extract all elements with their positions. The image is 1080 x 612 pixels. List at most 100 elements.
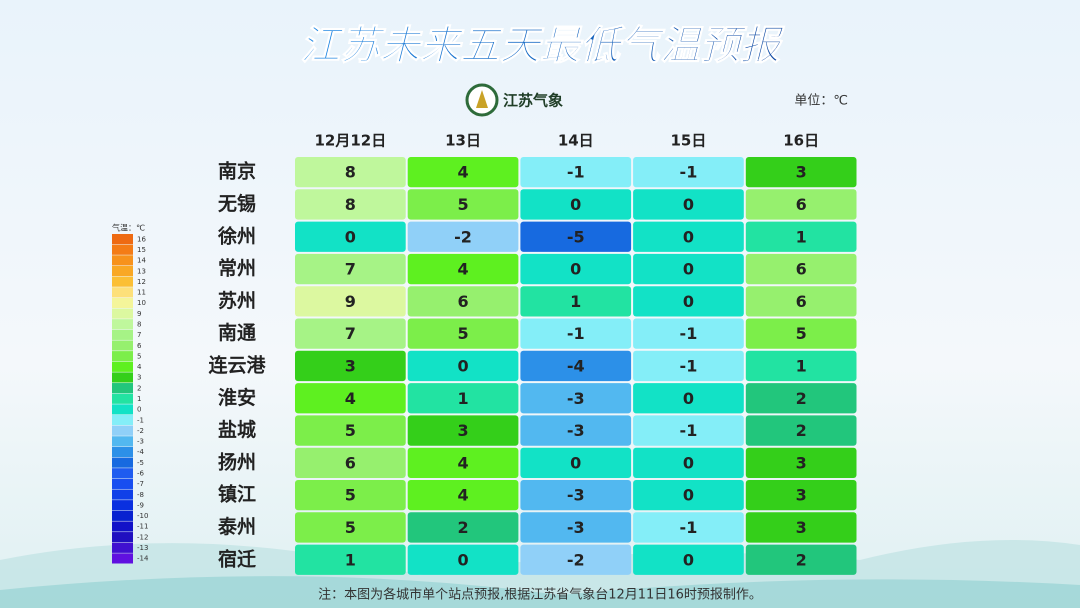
cell-label: 5 [345,486,356,505]
legend-label: 3 [137,374,141,382]
cell [745,383,857,414]
legend-swatch [112,532,133,543]
legend-label: -8 [137,491,144,499]
cell [520,447,632,478]
cell-label: 2 [796,550,807,569]
cell [745,286,857,317]
cell-label: 4 [457,260,468,279]
cell [407,253,519,285]
cell [407,383,519,414]
cell-label: 0 [570,453,581,472]
cell-label: 7 [345,324,356,343]
legend-swatch [112,297,133,309]
legend-label: -4 [137,448,145,456]
cell [520,221,632,252]
cell-label: -4 [567,356,585,375]
column-header: 12月12日 [314,132,386,150]
cell [295,286,406,317]
cell-label: 0 [683,389,694,408]
legend-swatch [112,404,133,415]
cell-label: 0 [683,260,694,279]
cell-label: -3 [567,486,585,505]
cell-label: -1 [567,324,585,343]
cell-label: 4 [457,163,468,182]
cell [745,415,857,446]
cell [295,447,406,478]
cell [295,480,406,511]
cell-label: -2 [567,550,585,569]
cell-label: 3 [345,356,356,375]
cell [633,189,744,220]
row-label: 扬州 [218,450,256,473]
legend-label: 5 [137,352,141,360]
cell [633,221,744,252]
legend-swatch [112,478,133,489]
legend-swatch [112,414,133,426]
legend-swatch [112,393,133,404]
legend-label: 13 [137,267,146,275]
legend-label: 4 [137,363,142,371]
cell [633,447,744,478]
legend-swatch [112,255,133,266]
cell [745,157,857,188]
legend-label: -3 [137,438,144,446]
legend-label: 6 [137,342,142,350]
legend-label: 9 [137,310,141,318]
legend-label: -5 [137,459,144,467]
cell-label: 1 [796,227,807,246]
column-header: 16日 [783,132,819,150]
legend-swatch [112,446,133,458]
cell-label: 0 [457,550,468,569]
row-label: 徐州 [217,224,256,247]
cell [295,415,406,446]
legend-swatch [112,510,133,521]
legend-label: 15 [137,246,146,254]
cell [633,157,744,188]
legend-label: 7 [137,331,141,339]
legend-swatch [112,489,133,500]
legend-swatch [112,468,133,479]
cell-label: 0 [457,356,468,375]
cell-label: 0 [683,486,694,505]
legend-label: -12 [137,533,148,541]
legend-swatch [112,372,133,383]
legend-swatch [112,265,133,277]
legend-swatch [112,308,133,319]
cell [633,350,744,382]
cell-label: -1 [680,163,698,182]
hills [0,576,1080,608]
cell-label: 0 [683,292,694,311]
cell-label: 6 [796,292,807,311]
cell-label: 0 [683,550,694,569]
cell [745,350,857,382]
cell [520,383,632,414]
cell-label: 4 [345,389,356,408]
cell [745,253,857,285]
cell-label: -2 [454,227,472,246]
legend-label: -6 [137,470,145,478]
cell [295,383,406,414]
row-label: 连云港 [208,353,266,376]
source: 江苏气象 [503,92,563,110]
row-label: 泰州 [217,515,256,538]
legend-label: -2 [137,427,144,435]
cell [633,512,744,543]
cell [407,447,519,478]
legend-swatch [112,542,133,553]
legend-swatch [112,244,133,255]
cell-label: 5 [345,518,356,537]
cell-label: 2 [457,518,468,537]
cell [745,512,857,543]
legend-swatch [112,500,133,511]
legend-swatch [112,351,133,362]
cell-label: 5 [796,324,807,343]
cell [520,318,632,349]
title: 江苏未来五天最低气温预报 [300,23,785,69]
cell [633,480,744,511]
cell-label: 4 [457,486,468,505]
legend-swatch [112,457,133,468]
cell [407,415,519,446]
cell-label: -3 [567,421,585,440]
cell-label: 3 [457,421,468,440]
